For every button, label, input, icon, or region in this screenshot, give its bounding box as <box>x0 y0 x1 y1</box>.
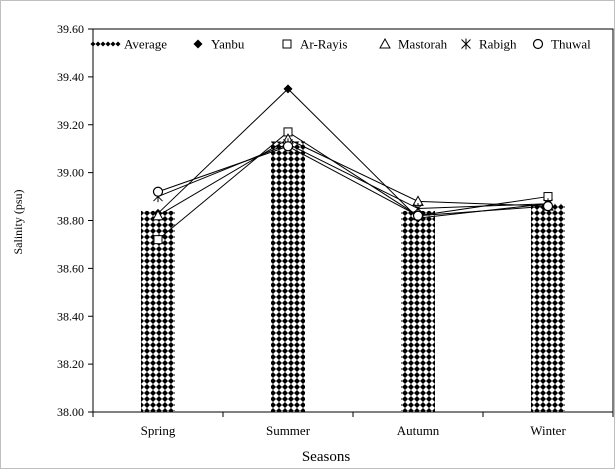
marker-thuwal <box>532 38 544 50</box>
x-tick-label: Winter <box>530 423 566 438</box>
series-line-mastorah <box>157 138 549 217</box>
bar-average <box>271 141 305 412</box>
series-line-rabigh <box>157 143 549 210</box>
legend-diamond-dot <box>105 41 111 47</box>
legend-diamond-dot <box>110 41 116 47</box>
y-tick-label: 39.40 <box>57 70 84 84</box>
legend-label-ar-rayis: Ar-Rayis <box>300 37 347 52</box>
series-line-yanbu <box>157 88 549 219</box>
legend-diamond-dot <box>95 41 101 47</box>
x-tick-label: Autumn <box>397 423 440 438</box>
legend-label-mastorah: Mastorah <box>398 37 448 52</box>
bar-average <box>141 210 175 412</box>
legend-swatch-mastorah <box>379 37 391 49</box>
marker-thuwal <box>412 210 424 221</box>
y-axis-title: Salinity (psu) <box>11 189 25 254</box>
marker-mastorah <box>152 209 164 221</box>
x-tick-label: Summer <box>266 423 311 438</box>
y-tick-label: 38.80 <box>57 214 84 228</box>
y-tick-label: 38.20 <box>57 357 84 371</box>
legend-swatch-average <box>90 41 121 47</box>
bar-average <box>401 210 435 412</box>
legend-swatch-yanbu <box>193 39 203 49</box>
marker-thuwal <box>152 186 164 197</box>
y-tick-label: 38.00 <box>57 405 84 419</box>
series-line-ar-rayis <box>157 131 549 241</box>
marker-mastorah <box>379 37 391 49</box>
marker-ar-rayis <box>153 235 163 245</box>
x-tick-label: Spring <box>141 423 176 438</box>
legend-label-rabigh: Rabigh <box>479 37 517 52</box>
legend-label-average: Average <box>124 37 167 52</box>
legend-label-thuwal: Thuwal <box>551 37 591 52</box>
marker-thuwal <box>282 141 294 152</box>
legend-swatch-thuwal <box>532 38 544 50</box>
y-tick-label: 38.60 <box>57 261 84 275</box>
legend-diamond-dot <box>90 41 96 47</box>
y-tick-label: 39.60 <box>57 22 84 36</box>
series-line-thuwal <box>157 145 549 217</box>
legend-swatch-rabigh <box>461 38 471 50</box>
legend-diamond-dot <box>115 41 121 47</box>
x-axis-title: Seasons <box>302 449 350 465</box>
marker-yanbu <box>283 84 293 94</box>
marker-yanbu <box>193 39 203 49</box>
legend-label-yanbu: Yanbu <box>211 37 245 52</box>
bar-average <box>531 203 565 412</box>
legend-swatch-ar-rayis <box>282 39 292 49</box>
legend-diamond-dot <box>100 41 106 47</box>
marker-thuwal <box>542 201 554 212</box>
y-tick-label: 39.20 <box>57 118 84 132</box>
marker-ar-rayis <box>282 39 292 49</box>
y-tick-label: 38.40 <box>57 309 84 323</box>
y-tick-label: 39.00 <box>57 166 84 180</box>
